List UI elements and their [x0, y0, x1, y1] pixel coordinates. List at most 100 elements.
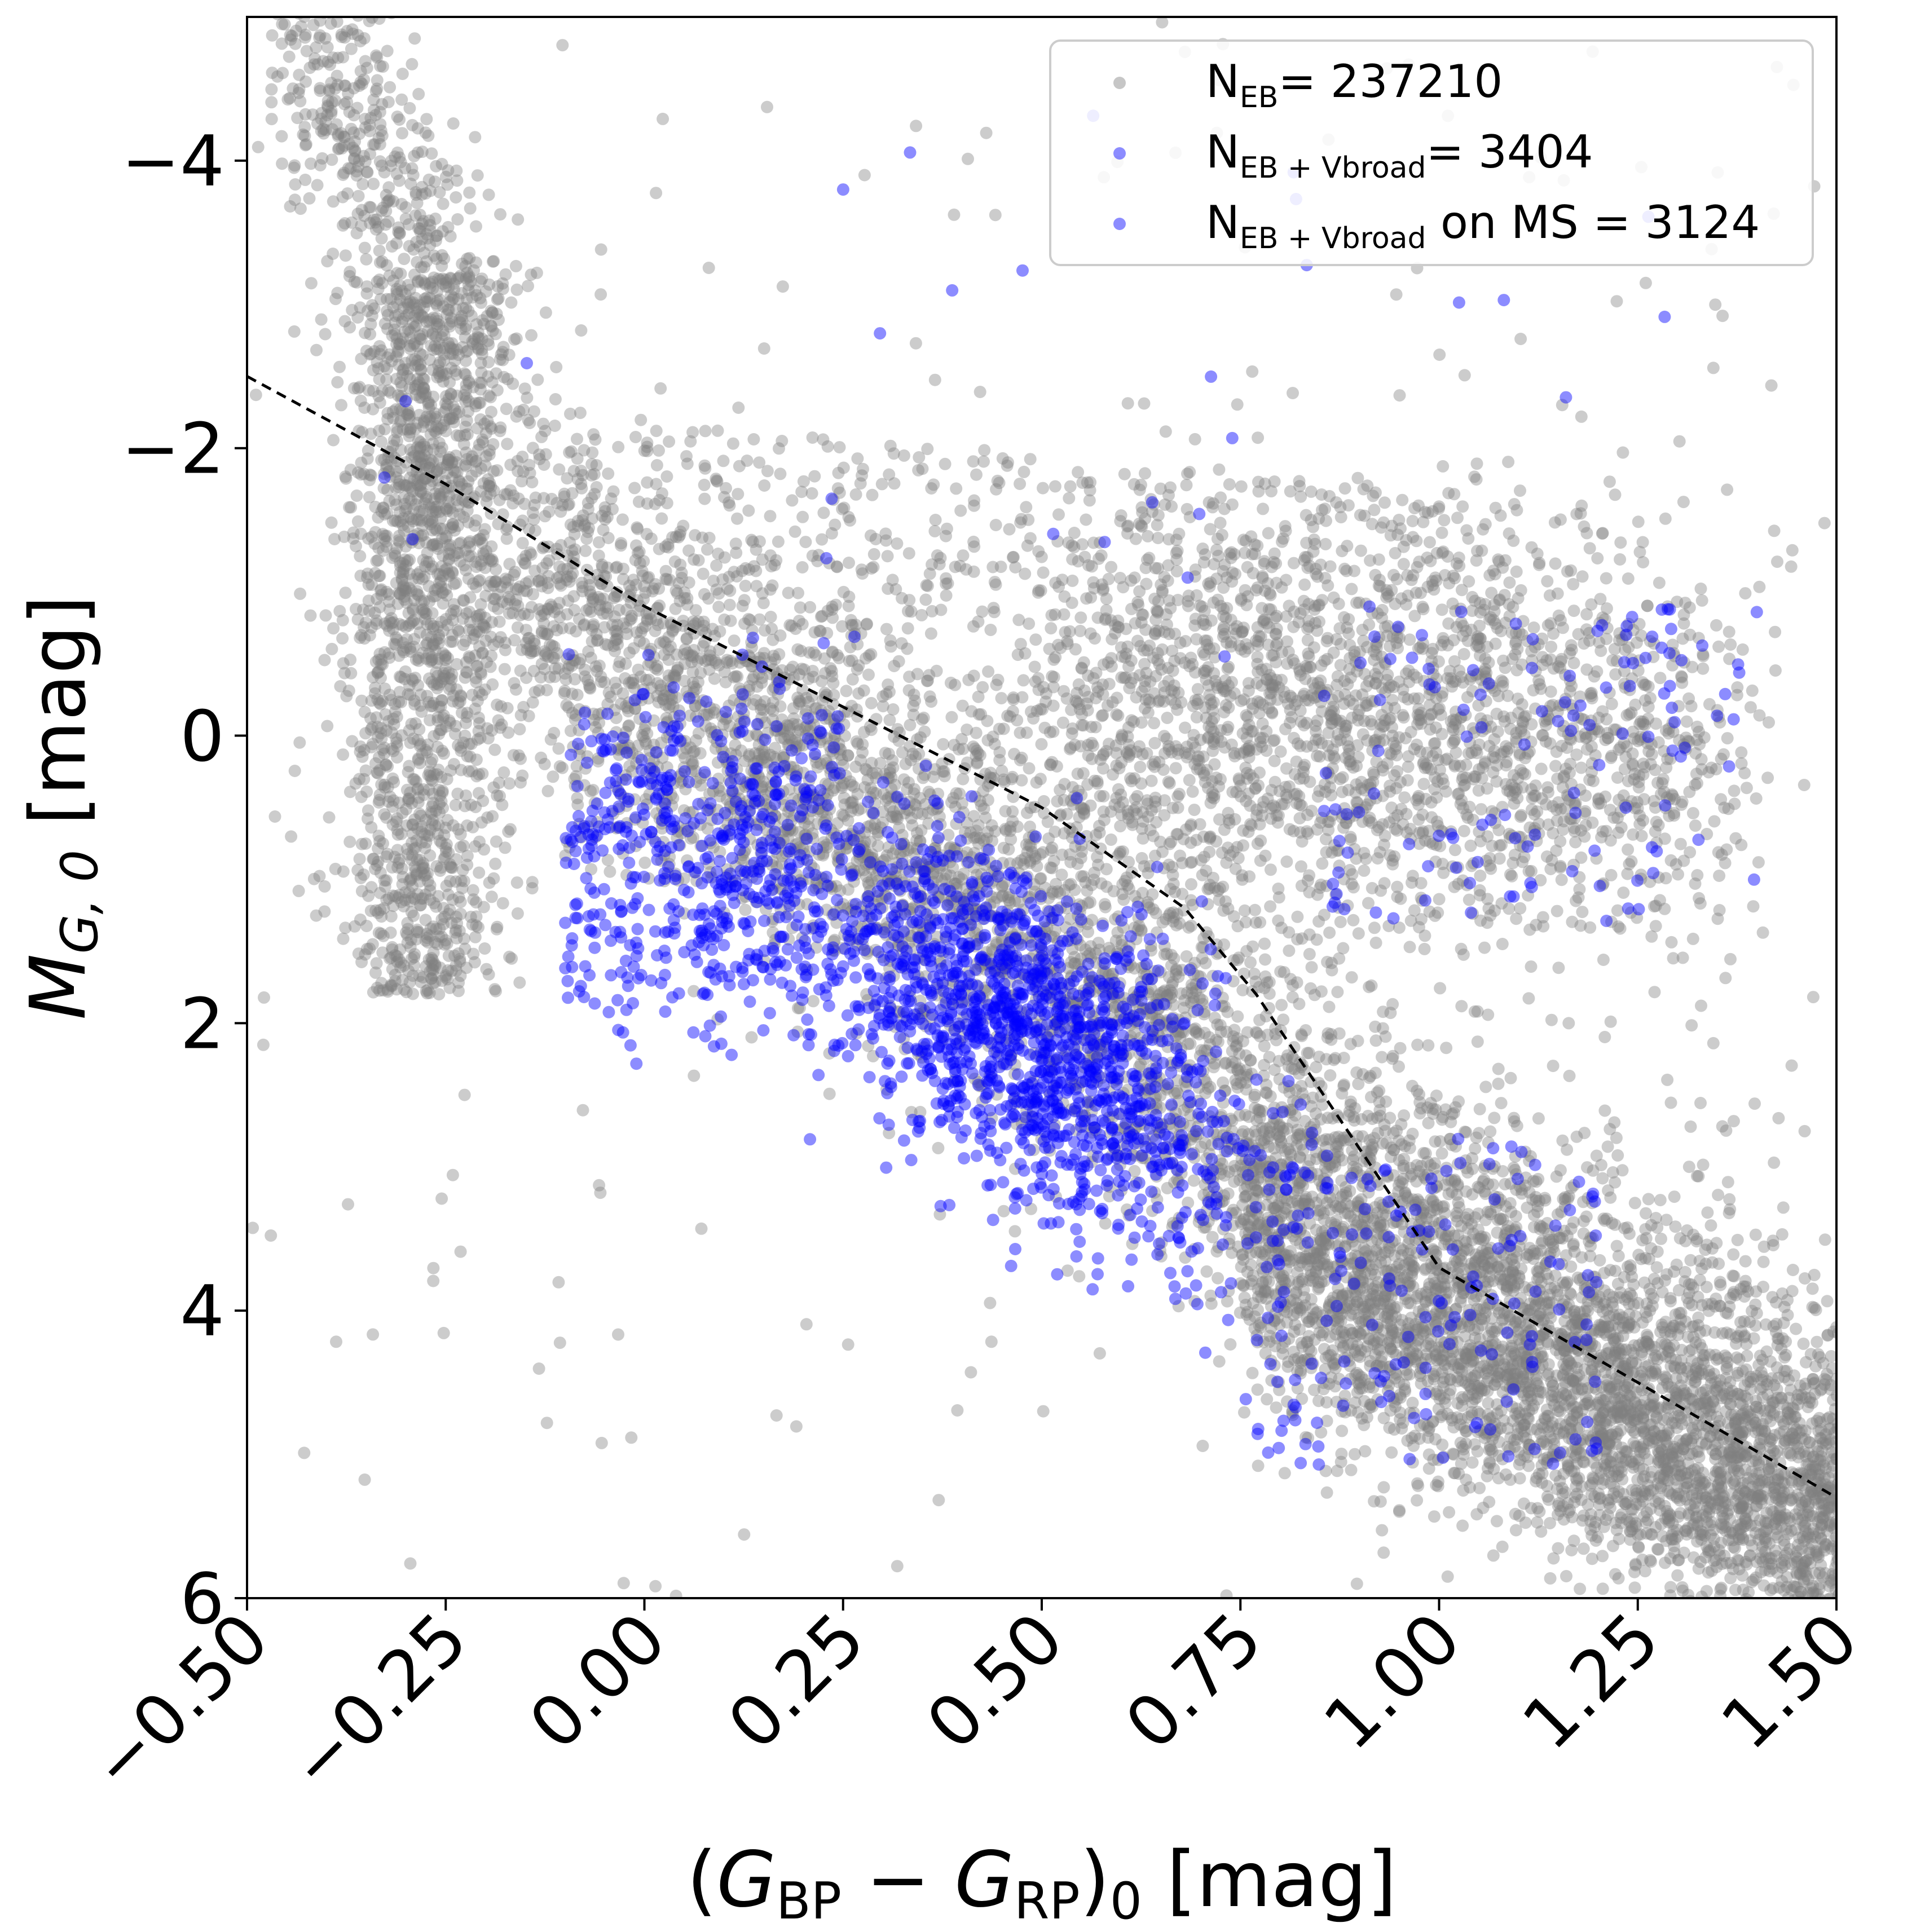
gray-point — [1554, 1164, 1567, 1177]
gray-point — [1365, 1138, 1378, 1151]
gray-point — [1269, 1027, 1282, 1040]
gray-point — [1837, 1502, 1849, 1514]
gray-point — [1310, 1061, 1323, 1074]
gray-point — [565, 725, 577, 738]
gray-point — [984, 953, 997, 966]
gray-point — [1843, 1393, 1855, 1405]
gray-point — [1275, 999, 1288, 1012]
gray-point — [1843, 1288, 1855, 1300]
gray-point — [1114, 820, 1127, 833]
gray-point — [1735, 1417, 1748, 1430]
gray-point — [712, 548, 725, 560]
gray-point — [1698, 1599, 1710, 1611]
gray-point — [1323, 1000, 1336, 1013]
gray-point — [1578, 1127, 1591, 1140]
gray-point — [1261, 1393, 1274, 1406]
gray-point — [1731, 1233, 1744, 1246]
gray-point — [1684, 1254, 1697, 1267]
gray-point — [535, 658, 548, 671]
gray-point — [1451, 1335, 1464, 1348]
gray-point — [919, 593, 932, 606]
gray-point — [728, 634, 741, 647]
gray-point — [1300, 1190, 1312, 1203]
gray-point — [1838, 1365, 1851, 1378]
gray-point — [1612, 1250, 1625, 1263]
gray-point — [1219, 1056, 1232, 1069]
gray-point — [1844, 1500, 1856, 1512]
gray-point — [1595, 1321, 1608, 1334]
gray-point — [1406, 1168, 1419, 1181]
gray-point — [654, 382, 667, 395]
gray-point — [1737, 1600, 1749, 1613]
gray-point — [1786, 1264, 1799, 1276]
gray-point — [1727, 1248, 1740, 1261]
gray-point — [1478, 1275, 1491, 1288]
gray-point — [1073, 1270, 1086, 1283]
gray-point — [1153, 1071, 1166, 1084]
gray-point — [936, 849, 949, 862]
gray-point — [1300, 1431, 1312, 1444]
gray-point — [489, 857, 502, 870]
gray-point — [1213, 1355, 1226, 1368]
gray-point — [869, 817, 882, 830]
gray-point — [1506, 1265, 1519, 1278]
gray-point — [1006, 805, 1019, 818]
scatter-points — [247, 17, 1856, 1613]
gray-point — [635, 413, 647, 426]
gray-point — [550, 361, 563, 373]
gray-point — [1277, 1013, 1290, 1026]
gray-point — [1530, 1194, 1543, 1207]
gray-point — [776, 857, 788, 870]
gray-point — [1837, 1503, 1849, 1516]
gray-point — [547, 770, 560, 783]
gray-point — [718, 613, 731, 626]
gray-point — [545, 601, 558, 613]
gray-point — [950, 817, 963, 830]
gray-point — [1496, 1540, 1509, 1553]
gray-point — [1259, 953, 1271, 966]
gray-point — [880, 623, 893, 636]
gray-point — [879, 794, 892, 807]
gray-point — [1628, 1581, 1641, 1594]
gray-point — [1434, 982, 1447, 995]
gray-point — [1342, 1109, 1355, 1122]
gray-point — [783, 723, 796, 735]
gray-point — [1131, 988, 1144, 1001]
gray-point — [513, 723, 526, 736]
gray-point — [1838, 1303, 1850, 1316]
gray-point — [1673, 1232, 1686, 1245]
gray-point — [1088, 866, 1101, 879]
gray-point — [1111, 850, 1124, 863]
gray-point — [543, 671, 556, 683]
gray-point — [807, 995, 820, 1008]
gray-point — [1479, 1080, 1492, 1093]
gray-point — [1303, 947, 1316, 960]
gray-point — [772, 535, 785, 548]
gray-point — [1434, 1297, 1447, 1310]
gray-point — [598, 505, 611, 518]
gray-point — [1739, 1255, 1752, 1268]
gray-point — [716, 710, 729, 723]
gray-point — [1325, 964, 1338, 977]
gray-point — [1286, 1051, 1299, 1064]
gray-point — [1688, 1320, 1701, 1333]
gray-point — [1484, 1125, 1497, 1138]
gray-point — [576, 580, 589, 593]
gray-point — [1757, 1240, 1770, 1253]
gray-point — [731, 670, 744, 683]
gray-point — [541, 784, 554, 797]
gray-point — [1664, 1096, 1677, 1109]
gray-point — [623, 646, 636, 659]
gray-point — [535, 430, 548, 443]
gray-point — [677, 804, 690, 817]
gray-point — [609, 676, 622, 689]
gray-point — [1714, 1278, 1727, 1291]
gray-point — [1034, 773, 1047, 786]
gray-point — [794, 601, 807, 614]
gray-point — [1560, 1340, 1573, 1353]
gray-point — [1837, 1368, 1849, 1380]
gray-point — [1418, 1171, 1431, 1184]
gray-point — [888, 778, 901, 791]
gray-point — [838, 798, 851, 811]
